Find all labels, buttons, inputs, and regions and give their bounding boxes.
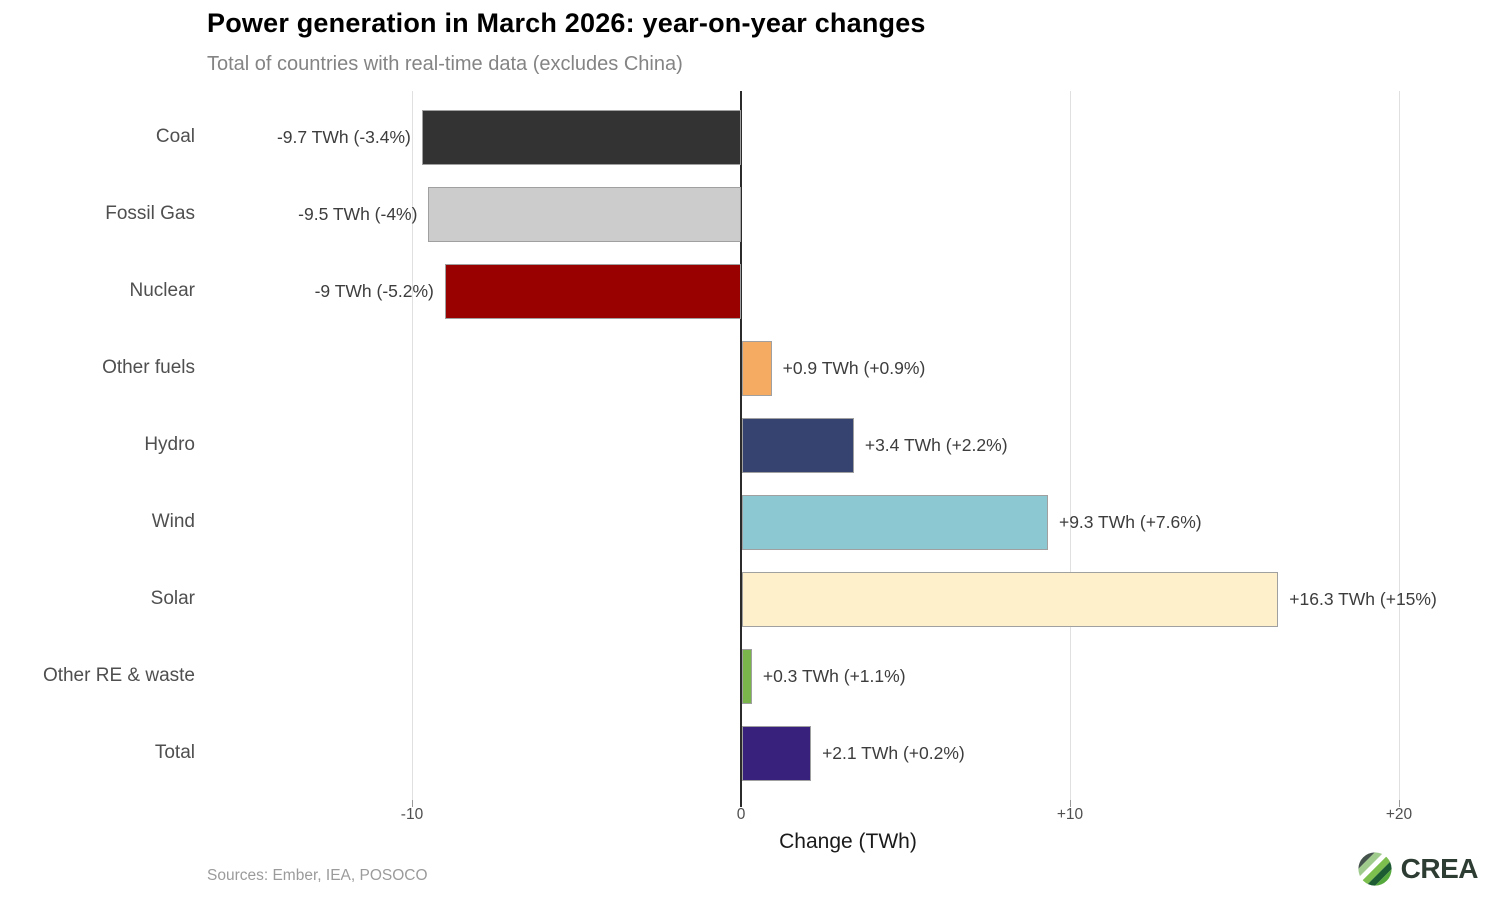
category-label: Hydro: [144, 434, 195, 455]
bar-value-label: +9.3 TWh (+7.6%): [1058, 512, 1202, 532]
x-tick-label: +10: [1056, 806, 1084, 823]
category-label: Total: [154, 742, 195, 763]
bar-value-label: +3.4 TWh (+2.2%): [864, 435, 1008, 455]
x-tick-label: +20: [1385, 806, 1413, 823]
bar-value-label: +0.9 TWh (+0.9%): [782, 358, 926, 378]
bar: [742, 571, 1279, 627]
chart-title: Power generation in March 2026: year-on-…: [207, 8, 926, 38]
bar: [742, 340, 772, 396]
category-label: Fossil Gas: [105, 203, 195, 224]
bar: [428, 186, 741, 242]
category-label: Coal: [155, 126, 195, 147]
category-label: Nuclear: [129, 280, 195, 301]
crea-logo-icon: [1351, 845, 1399, 893]
gridline: [412, 91, 413, 800]
x-tick-label: -10: [400, 806, 424, 823]
axis-tick: [1399, 800, 1400, 807]
category-label: Other fuels: [102, 357, 195, 378]
zero-axis-line: [740, 91, 742, 807]
category-label: Other RE & waste: [42, 665, 195, 686]
crea-logo-text: CREA: [1400, 853, 1479, 884]
crea-logo: CREA: [1351, 845, 1479, 893]
bar: [742, 417, 854, 473]
bar-value-label: +16.3 TWh (+15%): [1289, 589, 1437, 609]
bar-value-label: +2.1 TWh (+0.2%): [822, 743, 965, 763]
bar-value-label: +0.3 TWh (+1.1%): [762, 666, 906, 686]
x-tick-label: 0: [736, 806, 746, 823]
sources-note: Sources: Ember, IEA, POSOCO: [207, 867, 428, 884]
category-label: Wind: [151, 511, 195, 532]
category-label: Solar: [150, 588, 195, 609]
gridline: [1070, 91, 1071, 800]
bar-value-label: -9.5 TWh (-4%): [298, 204, 418, 224]
axis-tick: [1070, 800, 1071, 807]
bar: [742, 725, 812, 781]
bar: [421, 109, 741, 165]
bar: [444, 263, 741, 319]
bar-value-label: -9.7 TWh (-3.4%): [276, 127, 411, 147]
axis-tick: [412, 800, 413, 807]
bar-value-label: -9 TWh (-5.2%): [314, 281, 434, 301]
bar: [742, 648, 752, 704]
bar: [742, 494, 1048, 550]
chart-subtitle: Total of countries with real-time data (…: [207, 53, 683, 75]
gridline: [1399, 91, 1400, 800]
x-axis-title: Change (TWh): [779, 830, 917, 853]
